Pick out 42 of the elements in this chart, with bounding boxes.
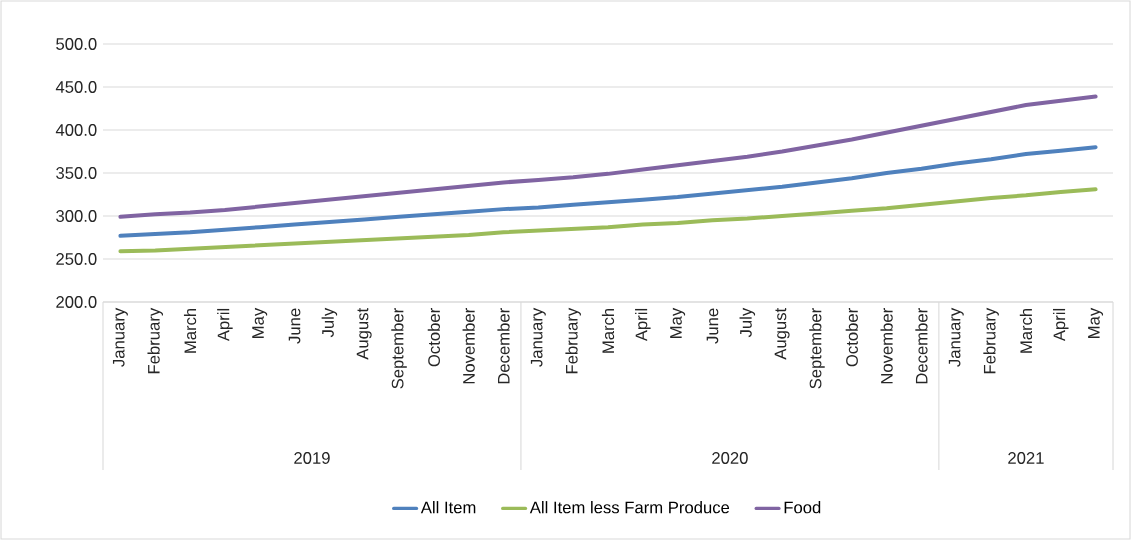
x-tick-label: October: [845, 308, 858, 367]
x-tick-label: May: [670, 307, 686, 338]
legend-label: All Item: [420, 501, 476, 514]
x-tick-label: November: [880, 308, 893, 384]
x-tick-label: August: [774, 307, 790, 360]
x-tick-label: July: [321, 307, 338, 338]
x-tick-label: January: [530, 307, 546, 367]
x-tick-label: August: [356, 307, 372, 360]
legend-label: All Item less Farm Produce: [529, 501, 730, 514]
x-tick-label: January: [948, 307, 964, 367]
text: 2019: [294, 452, 330, 464]
x-tick-label: May: [252, 307, 268, 338]
y-tick-label: 300.0: [56, 210, 97, 222]
x-tick-label: March: [1019, 308, 1033, 353]
text: 2020: [712, 452, 748, 464]
x-tick-label: December: [915, 308, 928, 384]
x-tick-label: November: [462, 308, 475, 384]
y-tick-label: 450.0: [55, 81, 97, 93]
x-tick-label: February: [147, 307, 164, 374]
y-tick-label: 500.0: [56, 38, 97, 50]
x-tick-label: May: [1088, 307, 1104, 338]
y-tick-label: 350.0: [56, 167, 97, 179]
x-tick-label: April: [217, 308, 233, 342]
x-tick-label: July: [739, 307, 756, 338]
y-tick-label: 400.0: [55, 124, 97, 136]
x-tick-label: March: [183, 308, 197, 353]
x-tick-label: September: [809, 308, 825, 389]
x-tick-label: March: [601, 308, 615, 353]
x-tick-label: April: [1052, 308, 1069, 342]
x-tick-label: December: [497, 308, 510, 384]
legend-label: Food: [784, 501, 821, 514]
x-tick-label: September: [391, 308, 407, 389]
x-tick-label: February: [983, 307, 999, 374]
x-tick-label: October: [427, 308, 440, 367]
x-tick-label: February: [565, 307, 581, 374]
x-tick-label: June: [706, 308, 719, 344]
text: 2021: [1008, 452, 1044, 464]
y-tick-label: 250.0: [56, 253, 97, 265]
y-tick-label: 200.0: [56, 296, 97, 308]
x-tick-label: June: [288, 308, 301, 344]
x-tick-label: April: [635, 308, 651, 342]
x-tick-label: January: [112, 307, 128, 367]
